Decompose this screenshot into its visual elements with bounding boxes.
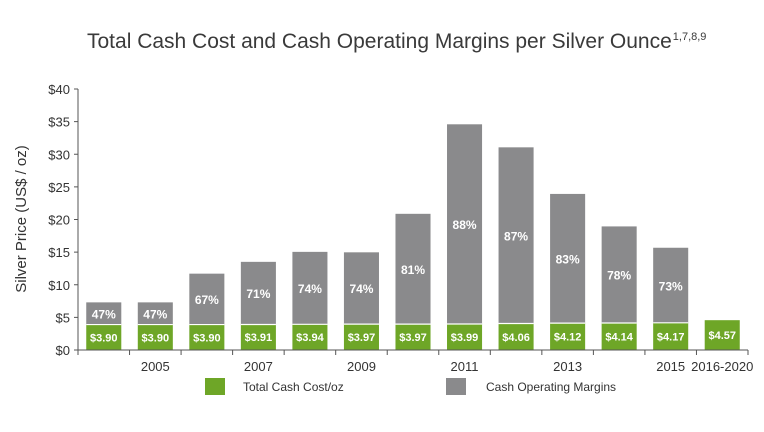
x-tick-label: 2005 [141, 359, 170, 374]
cost-value-label: $4.14 [605, 331, 633, 343]
x-tick-label: 2016-2020 [691, 359, 753, 374]
bar-cost [704, 320, 740, 350]
bar-cost [240, 324, 276, 350]
bar-cost [550, 323, 586, 350]
y-tick-label: $40 [48, 82, 70, 97]
cost-value-label: $4.06 [502, 332, 530, 344]
bar-cost [86, 324, 122, 350]
bar-cost [447, 323, 483, 350]
x-tick-label: 2011 [451, 359, 479, 374]
bar-margin [601, 226, 637, 323]
y-axis-label: Silver Price (US$ / oz) [13, 145, 30, 293]
legend: Total Cash Cost/oz Cash Operating Margin… [205, 378, 616, 395]
legend-label-cost: Total Cash Cost/oz [243, 380, 344, 394]
bar-margin [550, 193, 586, 324]
x-tick-label: 2015 [656, 359, 685, 374]
margin-pct-label: 74% [298, 282, 322, 296]
cost-value-label: $3.91 [245, 332, 273, 344]
bar-margin [395, 213, 431, 325]
y-axis: $0 $5 $10 $15 $20 $25 $30 $35 $40 [48, 82, 79, 358]
bar-cost [292, 324, 328, 350]
y-tick-label: $0 [56, 343, 70, 358]
cost-value-label: $3.90 [193, 332, 221, 344]
cost-value-label: $3.99 [451, 332, 479, 344]
bar-cost [601, 322, 637, 350]
margin-pct-label: 47% [92, 307, 116, 321]
legend-swatch-margin [446, 378, 466, 395]
margin-pct-label: 67% [195, 293, 219, 307]
y-tick-label: $10 [48, 278, 70, 293]
x-tick-label: 2013 [553, 359, 582, 374]
bar-margin [447, 124, 483, 324]
bar-margin [498, 147, 534, 324]
cost-value-label: $3.90 [142, 332, 170, 344]
chart-title: Total Cash Cost and Cash Operating Margi… [87, 30, 672, 53]
cost-value-label: $3.97 [399, 332, 427, 344]
y-tick-label: $20 [48, 213, 70, 228]
bars-group: 47% $3.90 47% $3.90 67% $3.90 71% $3.91 74% $3.94… [86, 124, 740, 350]
bar-cost [137, 324, 173, 350]
bar-cost [189, 324, 225, 350]
bar-cost [498, 323, 534, 350]
margin-pct-label: 81% [401, 263, 425, 277]
bar-cost [395, 324, 431, 350]
bar-margin [653, 247, 689, 323]
margin-pct-label: 83% [556, 253, 580, 267]
bar-cost [343, 324, 379, 350]
bar-margin [137, 302, 173, 325]
y-tick-label: $5 [56, 310, 70, 325]
margin-pct-label: 47% [143, 307, 167, 321]
margin-pct-label: 88% [453, 218, 477, 232]
legend-label-margin: Cash Operating Margins [486, 380, 616, 394]
cost-value-label: $4.17 [657, 331, 685, 343]
cost-value-label: $3.94 [296, 332, 324, 344]
y-tick-label: $25 [48, 180, 70, 195]
x-tick-label: 2009 [347, 359, 376, 374]
bar-margin [189, 273, 225, 325]
cost-value-label: $3.97 [348, 332, 376, 344]
margin-pct-label: 74% [349, 282, 373, 296]
cost-value-label: $4.12 [554, 332, 582, 344]
chart-title-superscript: 1,7,8,9 [673, 31, 707, 43]
y-tick-label: $15 [48, 245, 70, 260]
y-tick-label: $30 [48, 147, 70, 162]
legend-swatch-cost [205, 378, 225, 395]
bar-margin [240, 261, 276, 325]
margin-pct-label: 73% [659, 279, 683, 293]
cost-value-label: $3.90 [90, 332, 118, 344]
x-tick-label: 2007 [244, 359, 273, 374]
bar-margin [343, 252, 379, 325]
margin-pct-label: 71% [246, 287, 270, 301]
margin-pct-label: 78% [607, 269, 631, 283]
margin-pct-label: 87% [504, 229, 528, 243]
cost-value-label: $4.57 [708, 330, 736, 342]
x-axis: 2005 2007 2009 2011 2013 2015 2016-2020 [77, 350, 753, 374]
bar-margin [86, 302, 122, 325]
bar-margin [292, 251, 328, 325]
bar-cost [653, 322, 689, 350]
y-tick-label: $35 [48, 115, 70, 130]
